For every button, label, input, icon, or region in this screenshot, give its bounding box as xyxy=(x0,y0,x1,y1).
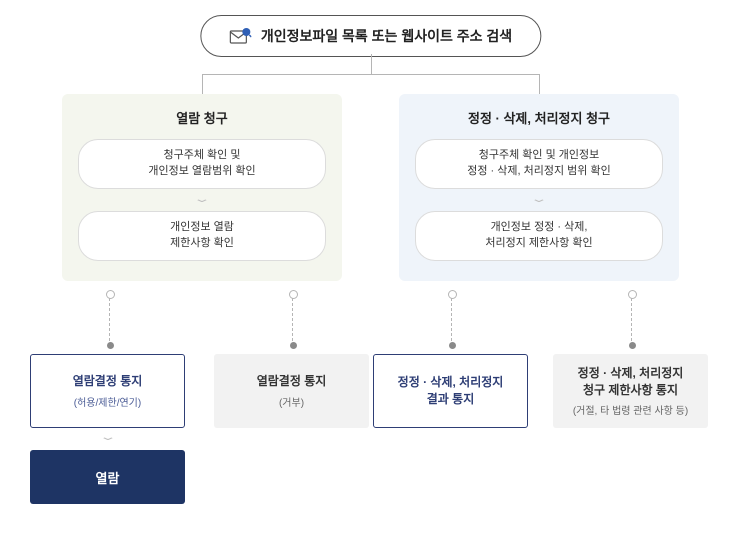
chevron-down-icon: ⌄ xyxy=(99,432,117,443)
dotted-connector xyxy=(109,293,110,346)
left-panel-title: 열람 청구 xyxy=(78,108,326,127)
left-result-allow: 열람결정 통지 (허용/제한/연기) xyxy=(30,354,185,428)
chevron-down-icon: ⌄ xyxy=(266,195,741,205)
right-stage-1: 청구주체 확인 및 개인정보정정 · 삭제, 처리정지 범위 확인 xyxy=(415,139,663,189)
search-envelope-icon xyxy=(229,27,251,45)
result-title: 정정 · 삭제, 처리정지청구 제한사항 통지 xyxy=(578,365,684,399)
connector-line xyxy=(202,74,203,94)
result-title: 열람결정 통지 xyxy=(257,373,327,390)
root-node: 개인정보파일 목록 또는 웹사이트 주소 검색 xyxy=(200,15,541,57)
final-label: 열람 xyxy=(96,468,120,487)
left-panel: 열람 청구 청구주체 확인 및개인정보 열람범위 확인 ⌄ 개인정보 열람제한사… xyxy=(62,94,342,281)
connector-line xyxy=(371,54,372,74)
result-title: 열람결정 통지 xyxy=(73,373,143,390)
connector-line xyxy=(539,74,540,94)
left-result-deny: 열람결정 통지 (거부) xyxy=(214,354,369,428)
dotted-connector xyxy=(292,293,293,346)
right-panel-title: 정정 · 삭제, 처리정지 청구 xyxy=(415,108,663,127)
result-sub: (허용/제한/연기) xyxy=(74,394,141,409)
right-result-restrict: 정정 · 삭제, 처리정지청구 제한사항 통지 (거절, 타 법령 관련 사항 … xyxy=(553,354,708,428)
right-panel: 정정 · 삭제, 처리정지 청구 청구주체 확인 및 개인정보정정 · 삭제, … xyxy=(399,94,679,281)
left-stage-1: 청구주체 확인 및개인정보 열람범위 확인 xyxy=(78,139,326,189)
right-result-notify: 정정 · 삭제, 처리정지결과 통지 xyxy=(373,354,528,428)
root-label: 개인정보파일 목록 또는 웹사이트 주소 검색 xyxy=(261,26,512,46)
final-node: 열람 xyxy=(30,450,185,504)
connector-line xyxy=(202,74,539,75)
dotted-connector xyxy=(451,293,452,346)
result-sub: (거부) xyxy=(279,394,304,409)
result-title: 정정 · 삭제, 처리정지결과 통지 xyxy=(398,374,504,408)
result-sub: (거절, 타 법령 관련 사항 등) xyxy=(573,402,688,417)
dotted-connector xyxy=(631,293,632,346)
left-stage-2: 개인정보 열람제한사항 확인 xyxy=(78,211,326,261)
right-stage-2: 개인정보 정정 · 삭제,처리정지 제한사항 확인 xyxy=(415,211,663,261)
